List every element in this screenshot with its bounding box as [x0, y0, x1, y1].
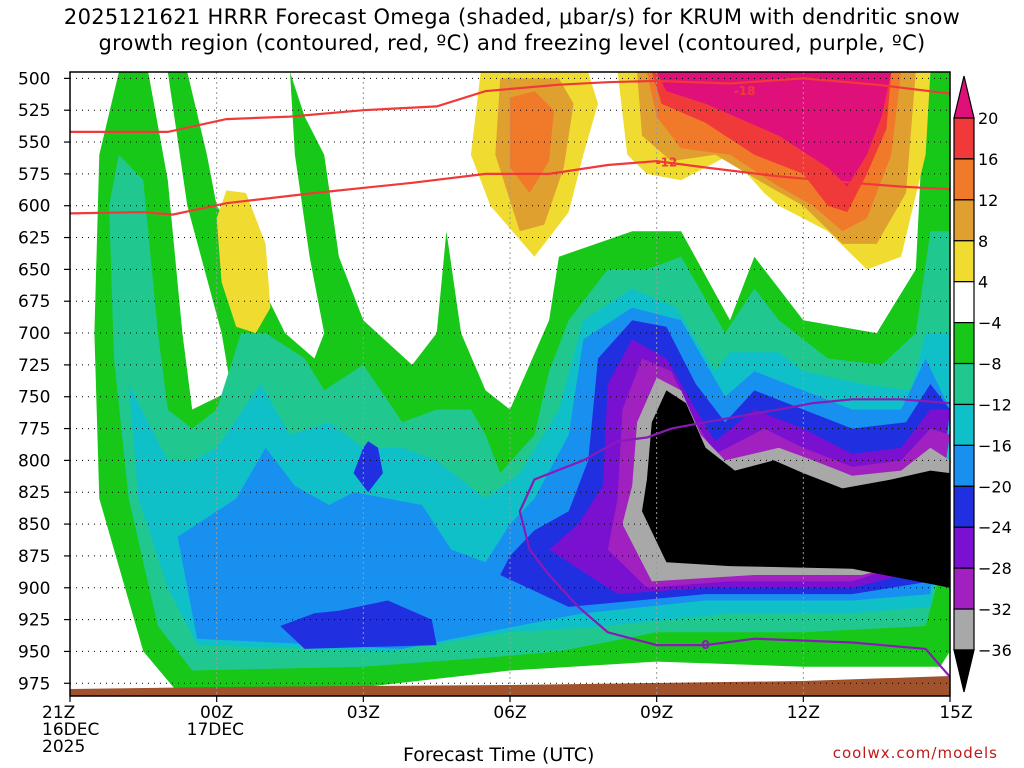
colorbar-label-9: −20: [978, 477, 1012, 496]
y-tick-label-750: 750: [18, 388, 50, 408]
y-tick-label-725: 725: [18, 356, 50, 376]
y-tick-label-775: 775: [18, 420, 50, 440]
colorbar-segment-10: [953, 485, 975, 528]
contour-purple_0: [518, 398, 950, 678]
colorbar-label-6: −8: [978, 355, 1002, 374]
y-tick-label-500: 500: [18, 69, 50, 89]
colorbar-segment-8: [953, 403, 975, 446]
x-tick-label-0-1: 16DEC: [42, 720, 99, 740]
colorbar-segment-11: [953, 526, 975, 569]
colorbar-segment-5: [953, 281, 975, 324]
x-tick-label-0-2: 2025: [42, 737, 85, 757]
contour-red_-18: [70, 77, 950, 133]
colorbar-label-13: −36: [978, 641, 1012, 660]
colorbar-label-0: 20: [978, 109, 998, 128]
y-tick-label-975: 975: [18, 674, 50, 694]
y-tick-label-650: 650: [18, 260, 50, 280]
terrain-surface: [70, 676, 950, 696]
colorbar-segment-13: [953, 608, 975, 651]
colorbar-label-11: −28: [978, 559, 1012, 578]
x-tick-label-15-0: 12Z: [787, 703, 820, 723]
y-tick-label-675: 675: [18, 292, 50, 312]
colorbar-label-4: 4: [978, 273, 988, 292]
y-tick-label-525: 525: [18, 101, 50, 121]
chart-title: 2025121621 HRRR Forecast Omega (shaded, …: [0, 4, 1024, 56]
region-blue_patch_a: [280, 600, 437, 649]
y-tick-label-850: 850: [18, 515, 50, 535]
colorbar: 20 16 12 8 4 −4 −8 −12 −16 −20 −24 −28 −32 −36: [953, 75, 1012, 693]
x-tick-label-0-0: 21Z: [42, 703, 75, 723]
x-tick-label-3-0: 00Z: [200, 703, 233, 723]
colorbar-segment-3: [953, 199, 975, 242]
colorbar-label-7: −12: [978, 395, 1012, 414]
colorbar-label-3: 8: [978, 232, 988, 251]
colorbar-segment-7: [953, 362, 975, 406]
colorbar-label-12: −32: [978, 600, 1012, 619]
y-tick-label-550: 550: [18, 133, 50, 153]
x-tick-label-18-0: 15Z: [939, 703, 972, 723]
credit-text: coolwx.com/models: [832, 744, 998, 762]
y-tick-label-925: 925: [18, 611, 50, 631]
y-tick-label-800: 800: [18, 451, 50, 471]
terrain: [70, 676, 950, 696]
colorbar-label-8: −16: [978, 436, 1012, 455]
shaded-omega-regions: [94, 72, 950, 693]
colorbar-top-triangle: [953, 75, 975, 119]
colorbar-bottom-triangle: [953, 649, 975, 693]
y-tick-label-875: 875: [18, 547, 50, 567]
contour-red_-12: [70, 159, 950, 216]
y-tick-label-625: 625: [18, 229, 50, 249]
colorbar-segment-6: [953, 322, 975, 365]
contour-labels: -18 -12 0: [656, 84, 756, 652]
contour-label-purple: 0: [701, 638, 709, 652]
gridlines: [70, 72, 950, 696]
y-tick-label-700: 700: [18, 324, 50, 344]
x-tick-label-3-1: 17DEC: [187, 720, 244, 740]
region-magenta_upper_right: [656, 72, 892, 187]
y-tick-label-900: 900: [18, 579, 50, 599]
contour-label-red-b: -12: [656, 155, 678, 169]
colorbar-label-1: 16: [978, 150, 998, 169]
colorbar-segment-9: [953, 444, 975, 487]
y-tick-label-575: 575: [18, 165, 50, 185]
x-tick-label-6-0: 03Z: [347, 703, 380, 723]
x-axis-label: Forecast Time (UTC): [403, 744, 595, 766]
colorbar-segment-12: [953, 567, 975, 610]
chart-title-line-1: 2025121621 HRRR Forecast Omega (shaded, …: [63, 5, 961, 29]
region-blue_patch_b: [353, 441, 383, 493]
contour-label-red-a: -18: [734, 84, 756, 98]
x-tick-label-12-0: 09Z: [640, 703, 673, 723]
y-tick-label-825: 825: [18, 483, 50, 503]
colorbar-segment-4: [953, 240, 975, 283]
x-tick-label-9-0: 06Z: [493, 703, 526, 723]
y-axis: 500 525 550 575 600 625 650 675 700 725 750 775 800 8…: [18, 69, 70, 694]
colorbar-label-5: −4: [978, 314, 1002, 333]
y-tick-label-600: 600: [18, 197, 50, 217]
colorbar-label-10: −24: [978, 518, 1012, 537]
colorbar-segment-2: [953, 158, 975, 201]
y-tick-label-950: 950: [18, 642, 50, 662]
colorbar-label-2: 12: [978, 191, 998, 210]
region-yellow_blob: [216, 190, 271, 334]
contour-lines: [70, 77, 950, 678]
chart-title-line-2: growth region (contoured, red, ºC) and f…: [98, 31, 926, 55]
colorbar-segment-1: [953, 117, 975, 160]
region-black: [642, 390, 950, 588]
